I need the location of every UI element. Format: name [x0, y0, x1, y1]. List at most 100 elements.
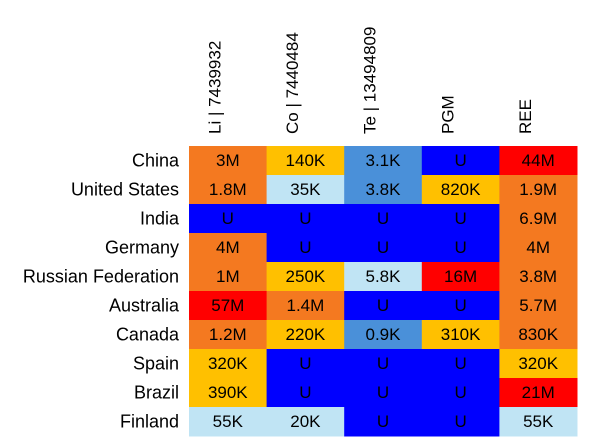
cell-value-canada-1: 220K	[286, 325, 326, 344]
cell-value-germany-2: U	[377, 238, 389, 257]
cell-india-3	[421, 204, 500, 234]
cell-india-1	[266, 204, 345, 234]
cell-finland-1	[266, 407, 345, 437]
cell-value-canada-4: 830K	[518, 325, 558, 344]
cell-russian-federation-1	[266, 262, 345, 292]
column-label-te-13494809: Te | 13494809	[361, 27, 380, 134]
cell-value-spain-1: U	[299, 354, 311, 373]
cell-germany-3	[421, 233, 500, 263]
cell-value-finland-0: 55K	[213, 412, 244, 431]
cell-value-china-3: U	[454, 151, 466, 170]
cell-value-india-2: U	[377, 209, 389, 228]
cell-germany-0	[189, 233, 268, 263]
cell-value-russian-federation-1: 250K	[286, 267, 326, 286]
cell-value-spain-4: 320K	[518, 354, 558, 373]
cell-value-canada-2: 0.9K	[366, 325, 402, 344]
cell-china-4	[499, 146, 578, 176]
cell-united-states-1	[266, 175, 345, 205]
cell-germany-2	[344, 233, 423, 263]
cell-value-canada-0: 1.2M	[209, 325, 247, 344]
cell-value-russian-federation-4: 3.8M	[519, 267, 557, 286]
cell-value-china-4: 44M	[522, 151, 555, 170]
cell-finland-0	[189, 407, 268, 437]
column-label-co-7440484: Co | 7440484	[283, 32, 302, 134]
cell-value-china-0: 3M	[216, 151, 240, 170]
cell-china-0	[189, 146, 268, 176]
cell-value-india-4: 6.9M	[519, 209, 557, 228]
cell-china-3	[421, 146, 500, 176]
cell-value-finland-4: 55K	[523, 412, 554, 431]
cell-australia-0	[189, 291, 268, 321]
cell-canada-2	[344, 320, 423, 350]
row-label-china: China	[132, 150, 180, 170]
cell-united-states-2	[344, 175, 423, 205]
cell-canada-0	[189, 320, 268, 350]
cell-value-india-1: U	[299, 209, 311, 228]
column-labels: Li | 7439932 Co | 7440484 Te | 13494809 PGM…	[205, 27, 534, 134]
cell-australia-3	[421, 291, 500, 321]
row-label-united-states: United States	[71, 179, 179, 199]
cell-brazil-3	[421, 378, 500, 408]
cell-value-germany-3: U	[454, 238, 466, 257]
cell-value-australia-0: 57M	[211, 296, 244, 315]
cell-value-australia-3: U	[454, 296, 466, 315]
cell-value-finland-3: U	[454, 412, 466, 431]
cell-spain-0	[189, 349, 268, 379]
row-label-germany: Germany	[105, 237, 179, 257]
cell-value-united-states-3: 820K	[441, 180, 481, 199]
cell-germany-1	[266, 233, 345, 263]
column-label-ree: REE	[516, 99, 535, 134]
cell-value-china-2: 3.1K	[366, 151, 402, 170]
cell-finland-4	[499, 407, 578, 437]
cell-value-finland-2: U	[377, 412, 389, 431]
cell-finland-3	[421, 407, 500, 437]
cell-value-brazil-2: U	[377, 383, 389, 402]
cell-australia-2	[344, 291, 423, 321]
cell-spain-1	[266, 349, 345, 379]
cell-value-brazil-3: U	[454, 383, 466, 402]
row-label-australia: Australia	[109, 295, 180, 315]
cell-brazil-1	[266, 378, 345, 408]
row-label-india: India	[140, 208, 180, 228]
row-label-canada: Canada	[116, 324, 180, 344]
cell-brazil-0	[189, 378, 268, 408]
cell-value-germany-0: 4M	[216, 238, 240, 257]
cell-china-2	[344, 146, 423, 176]
row-labels: China United States India Germany Russian Fe…	[23, 150, 180, 431]
cell-value-finland-1: 20K	[290, 412, 321, 431]
cell-value-russian-federation-0: 1M	[216, 267, 240, 286]
cell-value-india-3: U	[454, 209, 466, 228]
cell-united-states-3	[421, 175, 500, 205]
cell-value-india-0: U	[222, 209, 234, 228]
cell-value-china-1: 140K	[286, 151, 326, 170]
cell-value-brazil-0: 390K	[208, 383, 248, 402]
cell-brazil-2	[344, 378, 423, 408]
row-label-spain: Spain	[133, 353, 179, 373]
cell-value-germany-1: U	[299, 238, 311, 257]
cell-germany-4	[499, 233, 578, 263]
cell-india-0	[189, 204, 268, 234]
cell-value-united-states-4: 1.9M	[519, 180, 557, 199]
cell-value-brazil-4: 21M	[522, 383, 555, 402]
cell-value-brazil-1: U	[299, 383, 311, 402]
cell-russian-federation-0	[189, 262, 268, 292]
cell-spain-4	[499, 349, 578, 379]
cell-india-4	[499, 204, 578, 234]
row-label-russian-federation: Russian Federation	[23, 266, 179, 286]
cell-australia-4	[499, 291, 578, 321]
cell-russian-federation-3	[421, 262, 500, 292]
cell-russian-federation-2	[344, 262, 423, 292]
cell-value-australia-1: 1.4M	[287, 296, 325, 315]
cell-canada-1	[266, 320, 345, 350]
cell-value-australia-4: 5.7M	[519, 296, 557, 315]
cell-finland-2	[344, 407, 423, 437]
cell-value-united-states-1: 35K	[290, 180, 321, 199]
cell-canada-4	[499, 320, 578, 350]
cell-spain-3	[421, 349, 500, 379]
cell-value-united-states-2: 3.8K	[366, 180, 402, 199]
cell-value-spain-3: U	[454, 354, 466, 373]
cell-value-canada-3: 310K	[441, 325, 481, 344]
cell-united-states-4	[499, 175, 578, 205]
